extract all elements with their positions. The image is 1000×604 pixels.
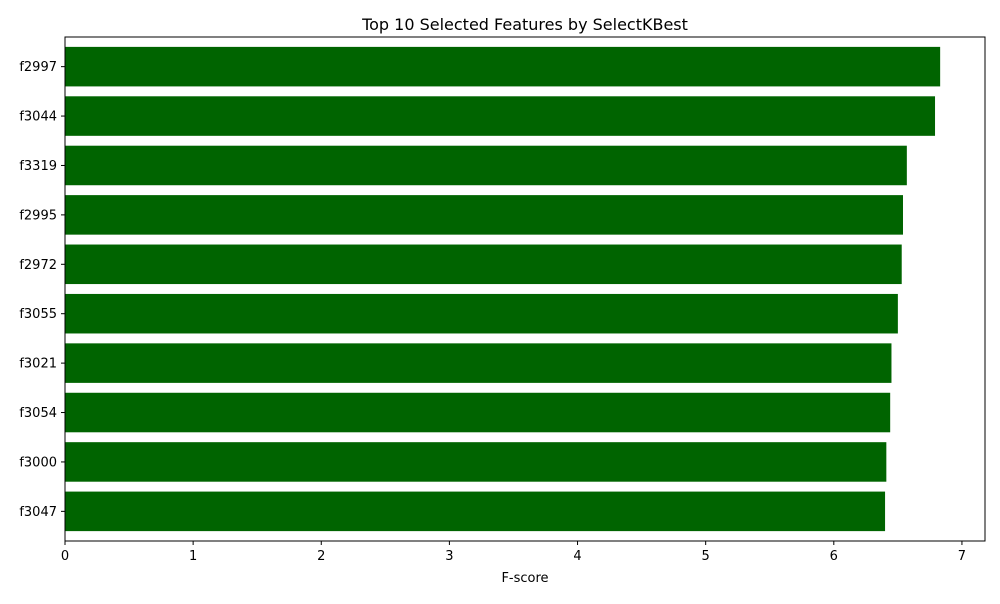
y-tick-label: f3319 <box>19 159 57 174</box>
x-axis-label: F-score <box>501 571 548 586</box>
bar-f2995 <box>65 195 903 235</box>
bar-f2972 <box>65 244 902 285</box>
x-tick-label: 3 <box>445 549 453 564</box>
x-tick-label: 0 <box>61 549 69 564</box>
bar-f3054 <box>65 392 891 433</box>
y-tick-label: f3021 <box>19 357 57 372</box>
bar-f3047 <box>65 491 886 532</box>
y-tick-label: f3054 <box>19 406 57 421</box>
y-tick-label: f3000 <box>19 455 57 470</box>
bar-f2997 <box>65 46 941 87</box>
y-axis-ticks: f2997 f3044 f3319 f2995 f2972 f3055 f3021 f3054… <box>19 60 65 520</box>
bar-f3000 <box>65 442 887 482</box>
bar-f3319 <box>65 145 907 186</box>
x-tick-label: 2 <box>317 549 325 564</box>
plot-frame <box>64 36 986 542</box>
y-tick-label: f2972 <box>19 258 57 273</box>
bars-layer <box>65 46 941 532</box>
bar-f3044 <box>65 96 936 136</box>
y-tick-label: f2995 <box>19 208 57 223</box>
chart-title: Top 10 Selected Features by SelectKBest <box>361 15 688 34</box>
x-tick-label: 7 <box>958 549 966 564</box>
bar-f3021 <box>65 343 892 383</box>
x-tick-label: 6 <box>830 549 838 564</box>
y-tick-label: f3047 <box>19 505 57 520</box>
x-tick-label: 1 <box>189 549 197 564</box>
y-tick-label: f3044 <box>19 110 57 125</box>
bar-f3055 <box>65 293 898 334</box>
y-tick-label: f2997 <box>19 60 57 75</box>
x-tick-label: 4 <box>573 549 581 564</box>
x-axis-ticks: 0 1 2 3 4 5 6 7 <box>61 541 966 564</box>
x-tick-label: 5 <box>702 549 710 564</box>
y-tick-label: f3055 <box>19 307 57 322</box>
